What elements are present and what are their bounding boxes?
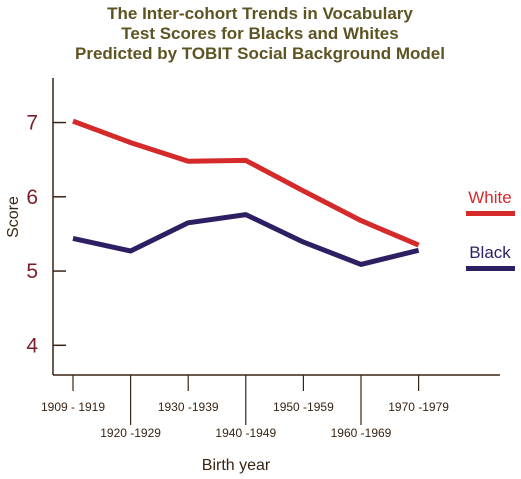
y-tick-label: 6 (26, 186, 38, 209)
chart-title: The Inter-cohort Trends in Vocabulary Te… (75, 4, 445, 63)
x-tick-label: 1909 - 1919 (41, 400, 105, 414)
axes (52, 78, 500, 376)
x-tick-label: 1950 -1959 (273, 400, 334, 414)
legend-swatch-black (466, 266, 515, 271)
x-tick-label: 1930 -1939 (158, 400, 219, 414)
chart-title-line: The Inter-cohort Trends in Vocabulary (107, 4, 413, 23)
y-tick-label: 4 (26, 334, 38, 357)
x-tick-label: 1940 -1949 (215, 426, 276, 440)
series-line-white (72, 118, 420, 248)
y-tick-label: 7 (26, 112, 38, 135)
x-ticks: 1909 - 1919 1920 -1929 1930 -1939 1940 -194… (41, 375, 449, 440)
y-ticks: 4 5 6 7 (26, 112, 66, 357)
series-lines (72, 118, 420, 267)
y-tick-label: 5 (26, 260, 38, 283)
y-axis-label: Score (5, 196, 22, 238)
x-tick-label: 1920 -1929 (100, 426, 161, 440)
legend-label-black: Black (469, 243, 511, 262)
series-line-black (72, 212, 420, 267)
x-axis-label: Birth year (202, 457, 271, 474)
x-tick-label: 1970 -1979 (388, 400, 449, 414)
x-tick-label: 1960 -1969 (331, 426, 392, 440)
chart-title-line: Predicted by TOBIT Social Background Mod… (75, 44, 445, 63)
chart-title-line: Test Scores for Blacks and Whites (121, 24, 398, 43)
legend-swatch-white (466, 211, 515, 216)
legend-label-white: White (468, 188, 511, 207)
legend: White Black (466, 188, 515, 271)
